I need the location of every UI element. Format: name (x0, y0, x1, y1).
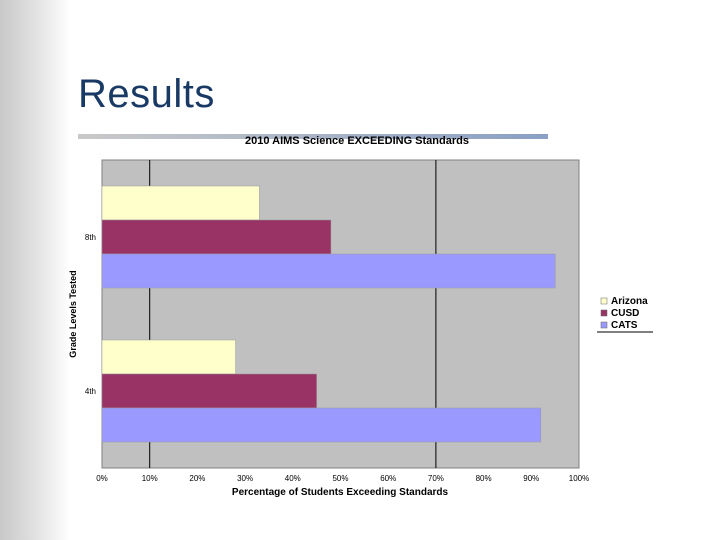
slide-title: Results (78, 72, 215, 116)
bar-arizona-4th (101, 339, 236, 375)
side-band (0, 0, 70, 540)
y-axis-label: Grade Levels Tested (68, 270, 78, 357)
x-tick-label: 80% (476, 474, 492, 483)
legend-label-cusd: CUSD (611, 308, 639, 319)
legend-label-cats: CATS (611, 320, 638, 331)
x-axis-label: Percentage of Students Exceeding Standar… (232, 487, 449, 498)
x-tick-label: 70% (428, 474, 444, 483)
legend-swatch-cusd (600, 309, 608, 317)
x-tick-label: 10% (142, 474, 158, 483)
bar-cusd-4th (101, 373, 317, 409)
x-tick-label: 0% (96, 474, 108, 483)
x-tick-label: 30% (237, 474, 253, 483)
y-category-label: 8th (85, 233, 96, 242)
x-tick-label: 20% (189, 474, 205, 483)
x-tick-label: 90% (523, 474, 539, 483)
title-divider (78, 134, 548, 139)
x-tick-label: 100% (569, 474, 589, 483)
y-category-label: 4th (85, 387, 96, 396)
bar-cats-8th (101, 253, 556, 289)
legend-swatch-cats (600, 321, 608, 329)
legend-swatch-arizona (600, 297, 608, 305)
bar-arizona-8th (101, 185, 260, 221)
x-tick-label: 60% (380, 474, 396, 483)
chart-title: 2010 AIMS Science EXCEEDING Standards (245, 135, 469, 147)
x-tick-label: 40% (285, 474, 301, 483)
legend-label-arizona: Arizona (611, 296, 648, 307)
x-tick-label: 50% (332, 474, 348, 483)
bar-cats-4th (101, 407, 542, 443)
bar-cusd-8th (101, 219, 332, 255)
